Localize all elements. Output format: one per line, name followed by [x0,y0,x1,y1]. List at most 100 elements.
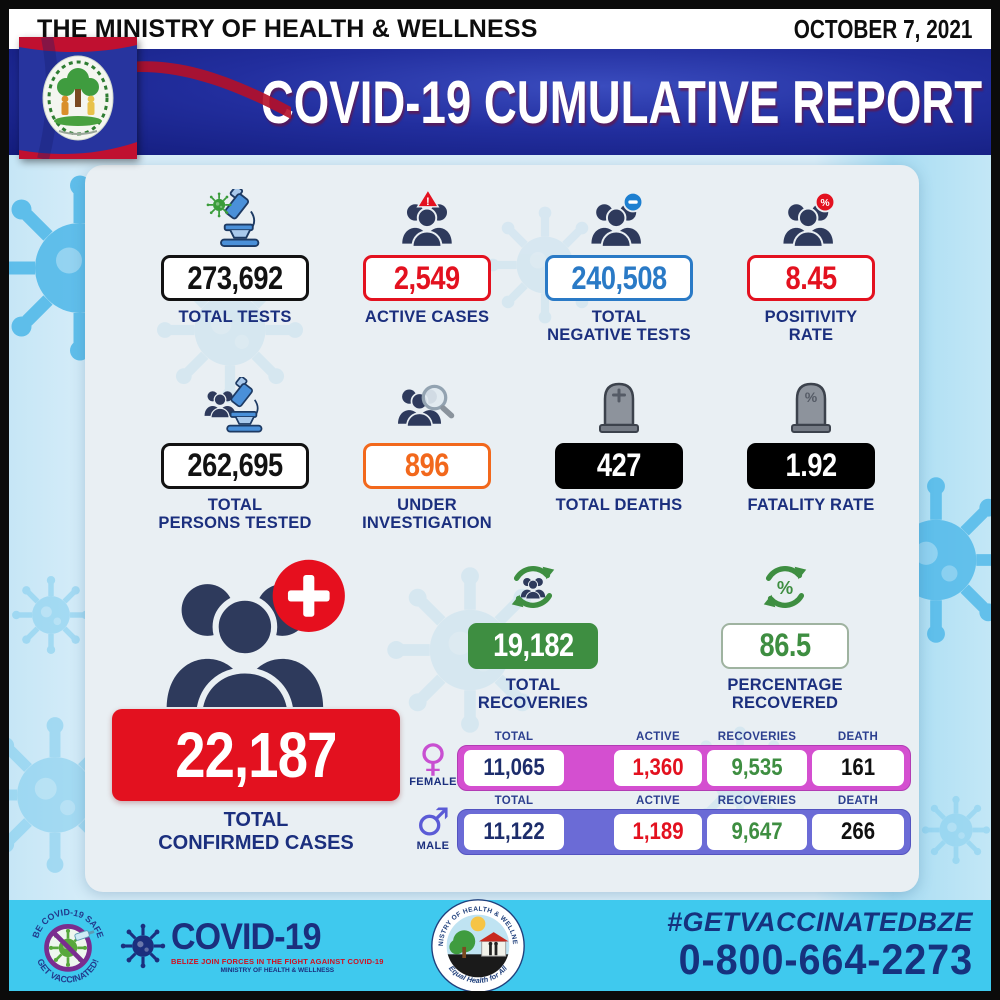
ministry-seal-icon: MINISTRY OF HEALTH & WELLNESS Equal Heal… [430,898,525,991]
male-total-cell: 11,122 [464,813,564,850]
total-negative-tests-label: TOTAL NEGATIVE TESTS [547,308,691,345]
active-cases-value: 2,549 [394,259,460,296]
footer-bar: BE COVID-19 SAFE GET VACCINATED! COVID-1… [9,898,991,991]
svg-text:%: % [820,198,829,209]
belize-flag-icon [19,37,137,159]
male-data-bar: 11,122 1,189 9,647 266 [457,808,911,855]
col-header-recoveries: RECOVERIES [717,794,797,807]
male-recoveries-cell: 9,647 [707,813,807,850]
virus-decoration [921,795,991,865]
male-label: MALE [416,839,450,852]
percentage-recovered-box: 86.5 [721,622,849,669]
recycle-percent-icon: % [757,557,813,615]
under-investigation-label: UNDER INVESTIGATION [362,495,492,533]
total-deaths-box: 427 [555,442,683,489]
under-investigation-box: 896 [363,442,491,489]
female-total-cell: 11,065 [464,749,564,786]
svg-text:%: % [805,389,818,405]
stats-row-1: 273,692 TOTAL TESTS ! 2,549 ACTIVE CASES [85,189,919,345]
svg-text:%: % [777,577,793,598]
total-recoveries-label: TOTAL RECOVERIES [477,675,589,713]
stats-row-2: 262,695 TOTAL PERSONS TESTED 896 UNDER I… [85,376,919,533]
covid19-logo-tagline: BELIZE JOIN FORCES IN THE FIGHT AGAINST … [171,956,384,966]
female-row: ♀ FEMALE TOTAL ACTIVE RECOVERIES [409,731,911,791]
red-ribbon-decoration [121,61,291,119]
people-alert-icon: ! [396,189,458,247]
male-row: ♂ MALE TOTAL ACTIVE RECOVERIES [409,795,911,855]
stat-under-investigation: 896 UNDER INVESTIGATION [331,377,523,533]
people-minus-icon [588,189,650,247]
positivity-rate-label: POSITIVITY RATE [764,308,858,345]
stat-total-deaths: 427 TOTAL DEATHS [523,377,715,533]
col-header-total: TOTAL [494,794,534,807]
recycle-people-icon [505,557,561,615]
total-persons-tested-value: 262,695 [187,447,283,484]
total-persons-tested-label: TOTAL PERSONS TESTED [158,495,312,533]
female-data-bar: 11,065 1,360 9,535 161 [457,744,911,791]
total-persons-tested-box: 262,695 [160,442,310,489]
male-icon: ♂ [415,799,451,844]
covid19-logo: COVID-19 BELIZE JOIN FORCES IN THE FIGHT… [119,918,384,974]
tombstone-cross-icon [590,377,648,435]
confirmed-cases-label: TOTAL CONFIRMED CASES [158,808,354,854]
microscope-virus-icon [204,189,266,247]
stat-active-cases: ! 2,549 ACTIVE CASES [331,189,523,345]
active-cases-box: 2,549 [363,255,491,301]
male-death-cell: 266 [812,813,904,850]
male-column-headers: TOTAL ACTIVE RECOVERIES DEATH [457,795,911,807]
covid19-virus-icon [119,921,167,970]
female-column-headers: TOTAL ACTIVE RECOVERIES DEATH [457,731,911,743]
covid19-logo-sub: MINISTRY OF HEALTH & WELLNESS [220,966,335,974]
female-icon: ♀ [419,735,447,780]
total-deaths-value: 427 [596,447,642,484]
total-tests-value: 273,692 [187,259,283,296]
female-death-cell: 161 [812,749,904,786]
female-recoveries-cell: 9,535 [707,749,807,786]
people-magnifier-icon [394,377,460,435]
main-content: 273,692 TOTAL TESTS ! 2,549 ACTIVE CASES [9,155,991,900]
stat-total-confirmed-cases: 22,187 TOTAL CONFIRMED CASES [105,557,407,855]
total-tests-label: TOTAL TESTS [178,308,292,326]
under-investigation-value: 896 [404,447,450,484]
title-banner: COVID-19 CUMULATIVE REPORT [9,49,991,155]
confirmed-cases-box: 22,187 [112,708,400,801]
call-to-action: #GETVACCINATEDBZE 0-800-664-2273 [653,907,975,983]
active-cases-label: ACTIVE CASES [364,308,490,326]
gender-table: ♀ FEMALE TOTAL ACTIVE RECOVERIES [409,731,911,855]
vaccinated-badge-icon: BE COVID-19 SAFE GET VACCINATED! [30,907,105,985]
fatality-rate-label: FATALITY RATE [747,495,875,514]
col-header-active: ACTIVE [636,794,680,807]
recovery-and-gender: 19,182 TOTAL RECOVERIES % 86.5 PERCENTAG… [407,557,911,855]
female-row-header: ♀ FEMALE [409,735,457,791]
col-header-recoveries: RECOVERIES [717,730,797,743]
stats-card: 273,692 TOTAL TESTS ! 2,549 ACTIVE CASES [85,165,919,892]
vaccination-hashtag: #GETVACCINATEDBZE [666,907,973,938]
fatality-rate-value: 1.92 [785,447,837,484]
positivity-rate-value: 8.45 [785,259,837,296]
people-plus-icon [138,559,345,707]
percentage-recovered-value: 86.5 [759,627,811,664]
stat-fatality-rate: % 1.92 FATALITY RATE [715,377,907,533]
col-header-total: TOTAL [494,730,534,743]
total-recoveries-value: 19,182 [492,627,574,664]
top-bar: THE MINISTRY OF HEALTH & WELLNESS OCTOBE… [9,9,991,49]
male-row-header: ♂ MALE [409,799,457,855]
total-recoveries-box: 19,182 [467,622,599,669]
stat-total-negative-tests: 240,508 TOTAL NEGATIVE TESTS [523,189,715,345]
tombstone-percent-icon: % [782,377,840,435]
people-percent-icon: % [780,189,842,247]
bottom-zone: 22,187 TOTAL CONFIRMED CASES 19,182 TO [85,557,919,855]
total-negative-tests-box: 240,508 [544,255,694,301]
female-active-cell: 1,360 [614,749,702,786]
stat-positivity-rate: % 8.45 POSITIVITY RATE [715,189,907,345]
stat-total-persons-tested: 262,695 TOTAL PERSONS TESTED [139,376,331,533]
stat-total-tests: 273,692 TOTAL TESTS [139,189,331,345]
female-label: FEMALE [409,775,457,788]
total-tests-box: 273,692 [160,255,310,301]
positivity-rate-box: 8.45 [747,255,875,301]
page-title: COVID-19 CUMULATIVE REPORT [260,68,983,136]
people-microscope-icon [202,376,268,435]
confirmed-cases-value: 22,187 [175,718,337,791]
col-header-active: ACTIVE [636,730,680,743]
